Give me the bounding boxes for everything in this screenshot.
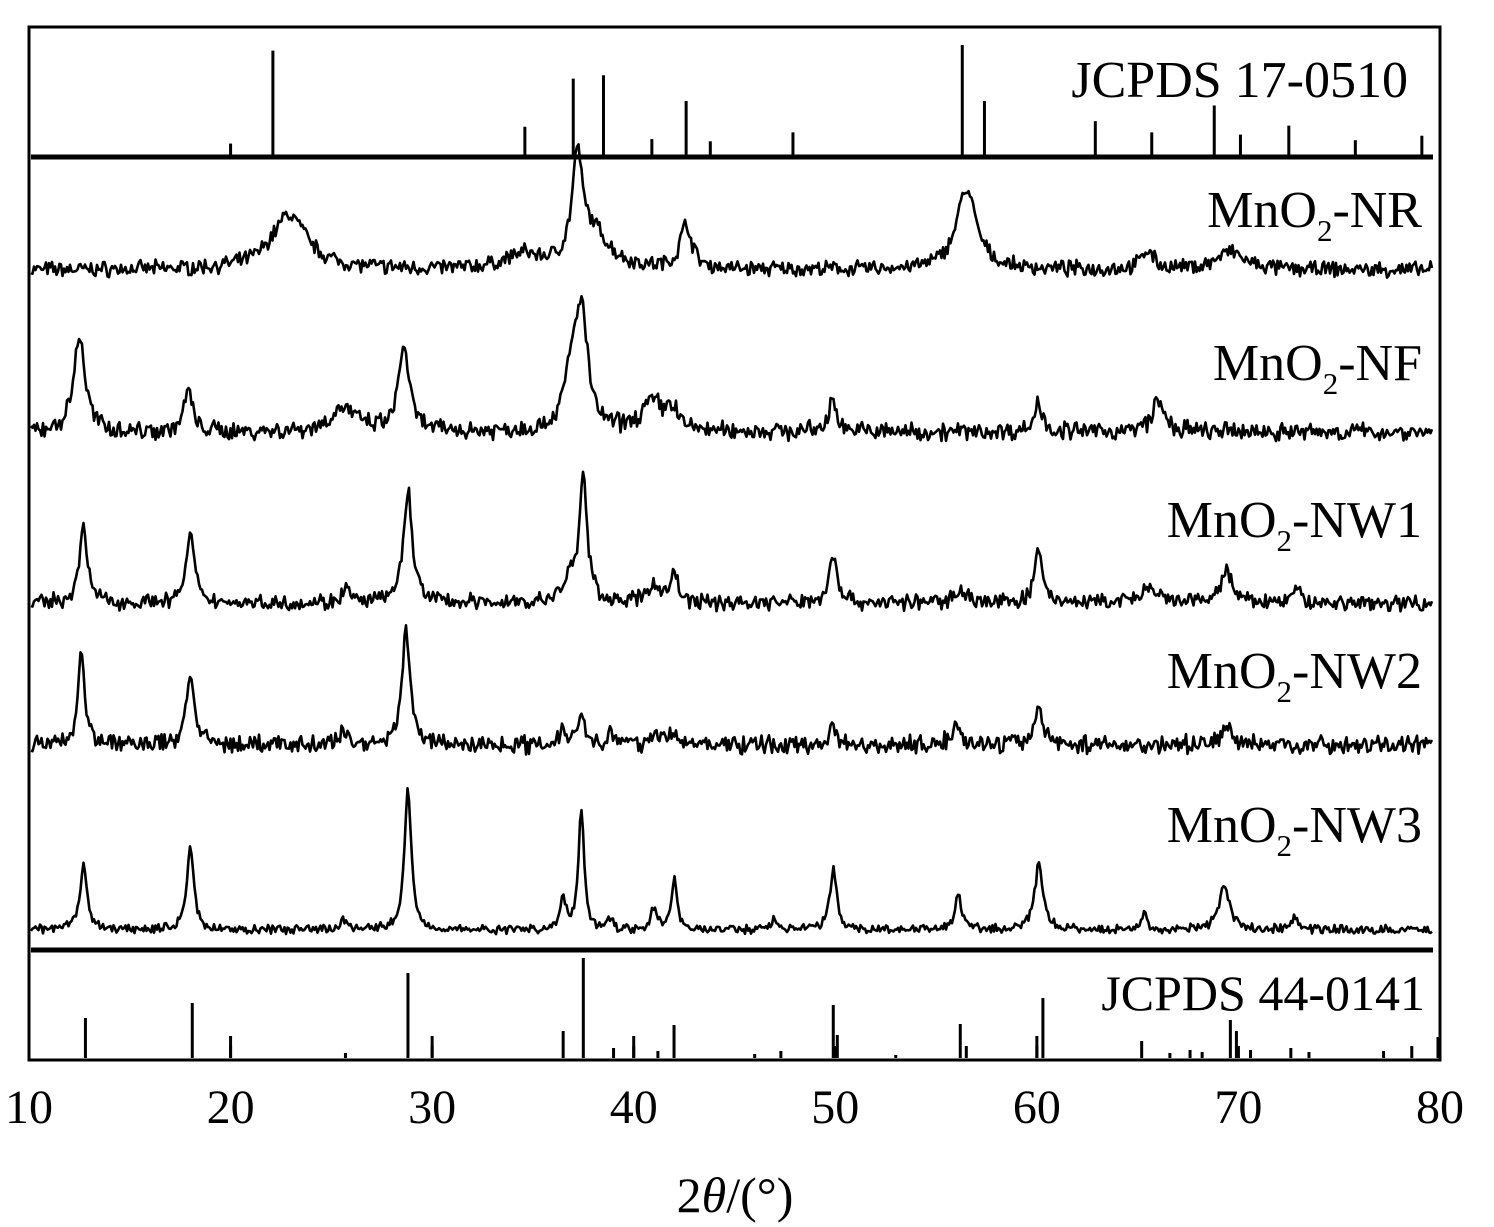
series-label-suffix: -NW1 bbox=[1292, 492, 1422, 549]
series-nf: MnO2-NF bbox=[30, 295, 1434, 443]
series-label: MnO2-NF bbox=[1213, 335, 1422, 401]
x-tick-label: 60 bbox=[1013, 1081, 1061, 1134]
x-tick-label: 70 bbox=[1214, 1081, 1262, 1134]
series-label: MnO2-NW2 bbox=[1167, 643, 1422, 709]
series-nw3: MnO2-NW3 bbox=[29, 787, 1433, 936]
x-tick-label: 20 bbox=[207, 1081, 255, 1134]
series-label: MnO2-NW3 bbox=[1167, 797, 1422, 863]
reference-pattern-bottom: JCPDS 44-0141 bbox=[83, 958, 1440, 1058]
x-tick-label: 80 bbox=[1416, 1081, 1464, 1134]
series-nw2: MnO2-NW2 bbox=[30, 624, 1434, 756]
series-label-base: MnO bbox=[1207, 182, 1317, 239]
series-label-suffix: -NR bbox=[1332, 182, 1422, 239]
series-label-base: MnO bbox=[1167, 492, 1277, 549]
x-tick-label: 40 bbox=[610, 1081, 658, 1134]
series-label: MnO2-NW1 bbox=[1167, 492, 1422, 558]
series-nr: MnO2-NR bbox=[30, 143, 1434, 279]
series-label-base: MnO bbox=[1167, 797, 1277, 854]
x-tick-label: 30 bbox=[408, 1081, 456, 1134]
series-label-sub: 2 bbox=[1277, 828, 1293, 863]
series-trace bbox=[30, 143, 1434, 279]
series-trace bbox=[30, 295, 1434, 443]
series-label-base: MnO bbox=[1167, 643, 1277, 700]
series-label: MnO2-NR bbox=[1207, 182, 1422, 248]
series-label-suffix: -NW2 bbox=[1292, 643, 1422, 700]
series-trace bbox=[29, 787, 1433, 936]
series-label-suffix: -NW3 bbox=[1292, 797, 1422, 854]
x-tick-label: 50 bbox=[811, 1081, 859, 1134]
series-trace bbox=[30, 470, 1434, 613]
series-label-sub: 2 bbox=[1277, 674, 1293, 709]
x-axis-label-theta: θ bbox=[702, 1167, 727, 1223]
reference-pattern-top: JCPDS 17-0510 bbox=[31, 45, 1433, 160]
series-label-suffix: -NF bbox=[1338, 335, 1422, 392]
ref-bottom-label: JCPDS 44-0141 bbox=[1101, 965, 1425, 1021]
x-axis-label-suffix: /(°) bbox=[726, 1167, 793, 1223]
series-label-sub: 2 bbox=[1277, 523, 1293, 558]
plot-frame bbox=[27, 25, 1442, 1062]
x-axis-label-prefix: 2 bbox=[677, 1167, 702, 1223]
series-trace bbox=[30, 624, 1434, 756]
x-axis-label: 2θ/(°) bbox=[677, 1167, 794, 1223]
series-nw1: MnO2-NW1 bbox=[30, 470, 1434, 613]
x-axis: 10 20 30 40 50 60 70 80 bbox=[5, 1046, 1464, 1134]
series-label-sub: 2 bbox=[1317, 213, 1333, 248]
ref-top-label: JCPDS 17-0510 bbox=[1071, 52, 1408, 109]
series-label-base: MnO bbox=[1213, 335, 1323, 392]
x-tick-label: 10 bbox=[5, 1081, 53, 1134]
series-label-sub: 2 bbox=[1323, 366, 1339, 401]
